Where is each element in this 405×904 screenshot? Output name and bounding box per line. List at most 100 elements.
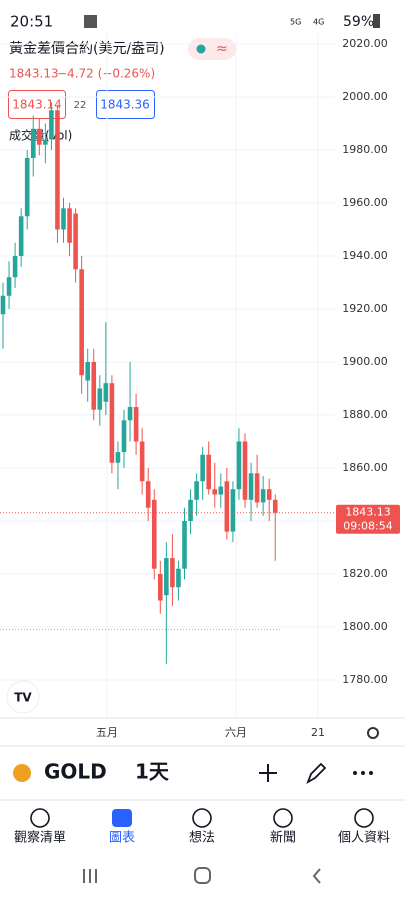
logo[interactable]	[6, 680, 40, 714]
candle-body	[109, 383, 115, 463]
add-button[interactable]	[259, 764, 277, 782]
candle-body	[236, 441, 242, 490]
candle-body	[61, 208, 66, 230]
nav-icon	[112, 809, 132, 827]
ask: 1843.36	[100, 98, 150, 112]
y-tick-label: 1900.00	[342, 355, 388, 368]
draw-button[interactable]	[306, 762, 327, 785]
candle-body	[73, 213, 78, 270]
symbol[interactable]: GOLD	[44, 760, 107, 784]
candle-body	[182, 521, 187, 569]
interval[interactable]: 1天	[135, 760, 170, 784]
battery: 59%	[343, 14, 374, 30]
nav-icon	[273, 808, 293, 828]
candle-body	[242, 441, 248, 500]
candle-body	[133, 407, 139, 442]
change: −4.72 (−0.26%)	[57, 67, 155, 81]
x-tick-label: 六月	[225, 726, 247, 739]
candle-body	[176, 568, 181, 588]
nav-label[interactable]: 想法	[189, 830, 215, 846]
candle-body	[206, 454, 211, 490]
candle-body	[67, 208, 72, 243]
symbol-icon	[13, 764, 31, 782]
recents[interactable]	[83, 869, 97, 883]
status-icon	[84, 15, 97, 28]
candle-body	[170, 558, 175, 588]
candle-body	[254, 473, 260, 503]
candle-body	[103, 383, 109, 402]
spread: 22	[74, 100, 87, 111]
nav-label[interactable]: 新聞	[270, 830, 296, 846]
candle-body	[145, 481, 151, 508]
y-tick-label: 2020.00	[342, 37, 388, 50]
candle-body	[24, 157, 30, 217]
nav-label[interactable]: 圖表	[109, 831, 135, 846]
candle-body	[230, 489, 236, 532]
candle-body	[158, 574, 163, 601]
candle-body	[55, 110, 60, 230]
candle-body	[224, 481, 230, 532]
nav-label[interactable]: 觀察清單	[14, 831, 66, 846]
candle-body	[37, 128, 42, 145]
nav-bar: 觀察清單 圖表 想法 新聞 個人資料	[14, 808, 390, 846]
candle-body	[115, 452, 121, 463]
candle-body	[12, 256, 18, 278]
time: 20:51	[10, 13, 53, 31]
x-tick-label: 21	[311, 726, 325, 739]
candle-body	[6, 277, 12, 296]
status-dot	[196, 44, 206, 54]
countdown: 09:08:54	[343, 520, 392, 533]
chart: 1780.001800.001820.001840.001860.001880.…	[0, 34, 405, 739]
y-tick-label: 1800.00	[342, 620, 388, 633]
candle-body	[0, 295, 6, 315]
battery-icon	[373, 14, 380, 28]
bid: 1843.14	[12, 98, 62, 112]
candle-body	[121, 420, 127, 453]
candle-body	[91, 362, 97, 410]
y-tick-label: 1960.00	[342, 196, 388, 209]
y-tick-label: 2000.00	[342, 90, 388, 103]
title: 黃金差價合約(美元/盎司)	[9, 40, 165, 57]
candle-body	[127, 407, 133, 421]
y-tick-label: 1940.00	[342, 249, 388, 262]
signal: 5G	[290, 18, 301, 27]
logo-mark: TV	[14, 691, 32, 705]
home[interactable]	[194, 867, 211, 884]
candle-body	[151, 499, 157, 569]
candle-body	[30, 128, 36, 158]
y-tick-label: 1820.00	[342, 567, 388, 580]
y-tick-label: 1980.00	[342, 143, 388, 156]
candle-body	[49, 110, 54, 140]
more-button[interactable]	[353, 771, 373, 775]
y-tick-label: 1920.00	[342, 302, 388, 315]
candle-body	[139, 441, 145, 482]
price-tag	[336, 504, 400, 534]
pill[interactable]	[188, 38, 236, 60]
wave: ≈	[216, 41, 228, 57]
candle-body	[18, 216, 24, 256]
candle-body	[164, 558, 169, 596]
candle-body	[200, 454, 205, 482]
nav-label[interactable]: 個人資料	[338, 831, 390, 846]
y-tick-label: 1860.00	[342, 461, 388, 474]
candle-body	[218, 486, 224, 495]
candle-body	[85, 362, 90, 381]
candle-body	[260, 489, 266, 503]
y-tick-label: 1880.00	[342, 408, 388, 421]
x-tick-label: 五月	[96, 726, 118, 739]
candle-body	[79, 269, 84, 376]
back[interactable]	[312, 868, 321, 884]
candle-body	[266, 489, 272, 500]
candle-body	[43, 139, 48, 145]
y-tick-label: 1780.00	[342, 673, 388, 686]
price-tag-label: 1843.13	[345, 506, 391, 519]
candle-body	[194, 481, 199, 500]
candle-body	[212, 489, 218, 495]
nav-icon	[354, 808, 374, 828]
candle-body	[248, 473, 254, 500]
settings[interactable]	[367, 727, 379, 739]
nav-icon	[192, 808, 212, 828]
candle-body	[97, 388, 103, 410]
